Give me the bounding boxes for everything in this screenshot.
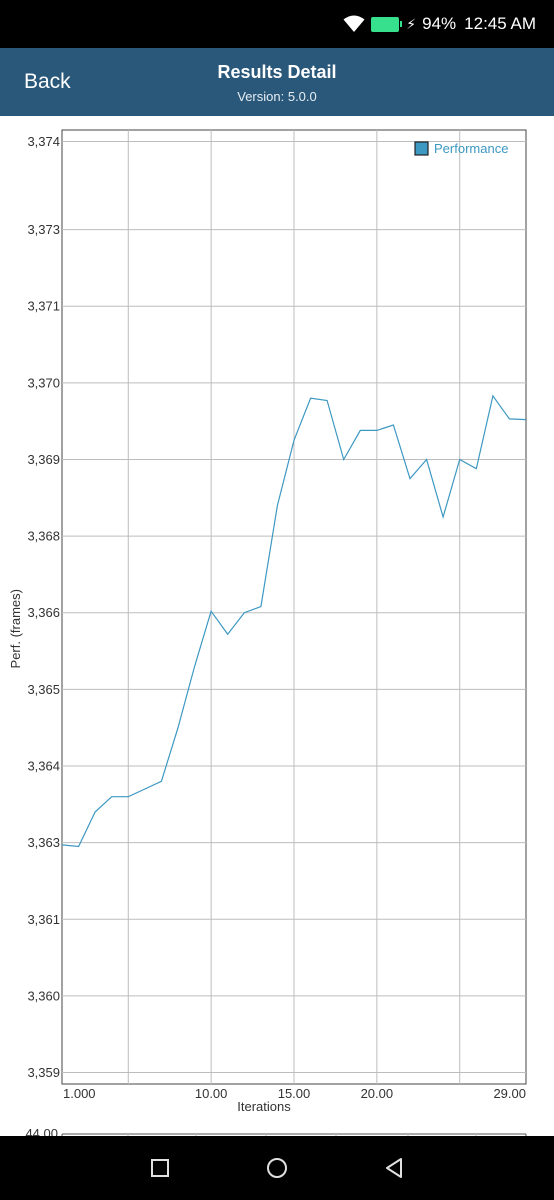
x-tick-labels: 1.000 10.00 15.00 20.00 29.00 bbox=[63, 1086, 526, 1101]
app-header: Back Results Detail Version: 5.0.0 bbox=[0, 48, 554, 116]
x-tick-label: 1.000 bbox=[63, 1086, 96, 1101]
x-tick-label: 20.00 bbox=[361, 1086, 394, 1101]
y-axis-title: Perf. (frames) bbox=[8, 589, 23, 668]
x-tick-label: 15.00 bbox=[278, 1086, 311, 1101]
series-lines bbox=[61, 394, 527, 848]
legend-swatch bbox=[414, 141, 429, 156]
x-axis-title: Iterations bbox=[237, 1099, 291, 1114]
x-tick-label: 10.00 bbox=[195, 1086, 228, 1101]
second-chart-frame: 44.00 bbox=[25, 1126, 527, 1136]
legend: Performance bbox=[414, 141, 508, 156]
y-tick-label: 3,365 bbox=[27, 682, 60, 697]
wifi-icon bbox=[343, 15, 365, 32]
second-chart-first-tick: 44.00 bbox=[25, 1126, 58, 1136]
series-line-performance bbox=[61, 394, 527, 848]
back-button[interactable]: Back bbox=[24, 70, 71, 93]
legend-label: Performance bbox=[434, 141, 508, 156]
chart-svg: 3,374 3,373 3,371 3,370 3,369 3,368 3,366 3,365… bbox=[8, 129, 527, 1114]
status-bar: ⚡ 94% 12:45 AM bbox=[0, 0, 554, 48]
page-title: Results Detail bbox=[217, 62, 337, 82]
battery-icon bbox=[371, 16, 403, 32]
version-label: Version: 5.0.0 bbox=[237, 89, 317, 104]
home-circle-icon[interactable] bbox=[265, 1156, 289, 1180]
y-tick-label: 3,371 bbox=[27, 299, 60, 314]
grid bbox=[61, 129, 527, 1085]
y-tick-label: 3,369 bbox=[27, 452, 60, 467]
y-tick-label: 3,366 bbox=[27, 605, 60, 620]
charging-bolt-icon: ⚡ bbox=[406, 15, 417, 32]
navigation-bar bbox=[0, 1136, 554, 1200]
status-icons: ⚡ 94% 12:45 AM bbox=[343, 0, 536, 48]
y-tick-label: 3,361 bbox=[27, 912, 60, 927]
y-tick-labels: 3,374 3,373 3,371 3,370 3,369 3,368 3,366 3,365… bbox=[27, 134, 60, 1080]
y-tick-label: 3,370 bbox=[27, 375, 60, 390]
y-tick-label: 3,373 bbox=[27, 222, 60, 237]
back-triangle-icon[interactable] bbox=[382, 1156, 406, 1180]
clock: 12:45 AM bbox=[464, 14, 536, 33]
y-tick-label: 3,360 bbox=[27, 988, 60, 1003]
y-tick-label: 3,364 bbox=[27, 759, 60, 774]
x-tick-label: 29.00 bbox=[493, 1086, 526, 1101]
battery-percent: 94% bbox=[422, 14, 457, 33]
y-tick-label: 3,374 bbox=[27, 134, 60, 149]
second-chart-peek: 44.00 bbox=[0, 1124, 554, 1136]
y-tick-label: 3,359 bbox=[27, 1065, 60, 1080]
y-tick-label: 3,368 bbox=[27, 529, 60, 544]
y-tick-label: 3,363 bbox=[27, 835, 60, 850]
performance-chart: 3,374 3,373 3,371 3,370 3,369 3,368 3,366 3,365… bbox=[0, 116, 554, 1136]
recents-square-icon[interactable] bbox=[148, 1156, 172, 1180]
